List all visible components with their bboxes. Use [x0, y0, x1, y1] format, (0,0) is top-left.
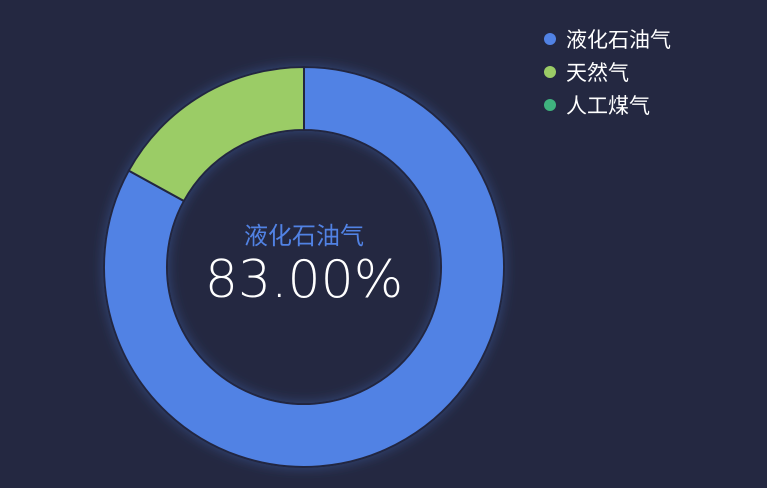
legend-label: 天然气 [566, 60, 629, 85]
legend-label: 液化石油气 [566, 27, 671, 52]
slice-0[interactable] [103, 65, 505, 468]
legend: 液化石油气 天然气 人工煤气 [544, 22, 671, 121]
legend-item-coal-gas[interactable]: 人工煤气 [544, 88, 671, 121]
legend-dot-natural-gas [544, 65, 556, 78]
legend-dot-lpg [544, 32, 556, 45]
center-category-label: 液化石油气 [244, 222, 364, 250]
legend-dot-coal-gas [544, 98, 556, 111]
legend-item-natural-gas[interactable]: 天然气 [544, 55, 671, 88]
legend-item-lpg[interactable]: 液化石油气 [544, 22, 671, 55]
center-percent-value: 83.00% [204, 250, 404, 310]
slice-1[interactable] [127, 65, 305, 203]
legend-label: 人工煤气 [566, 93, 650, 118]
